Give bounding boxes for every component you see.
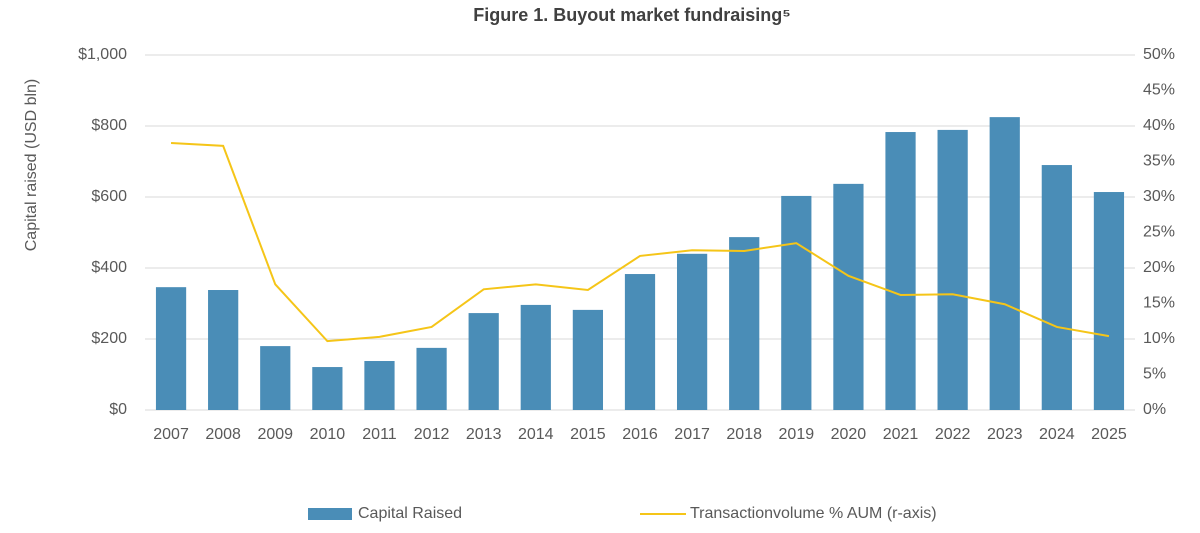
bar (989, 117, 1020, 410)
x-tick-label: 2016 (622, 426, 658, 443)
y2-tick-label: 15% (1143, 295, 1175, 312)
y2-tick-label: 30% (1143, 188, 1175, 205)
y2-tick-label: 50% (1143, 46, 1175, 63)
y-tick-label: $600 (91, 188, 127, 205)
legend-label: Transactionvolume % AUM (r-axis) (690, 505, 937, 522)
x-tick-label: 2010 (310, 426, 346, 443)
x-tick-label: 2015 (570, 426, 606, 443)
y-axis-label: Capital raised (USD bln) (23, 79, 40, 252)
bar (364, 361, 395, 410)
bar (1093, 192, 1125, 410)
x-tick-label: 2020 (831, 426, 867, 443)
x-tick-label: 2022 (935, 426, 971, 443)
y2-tick-label: 35% (1143, 153, 1175, 170)
x-tick-label: 2024 (1039, 426, 1075, 443)
bar (624, 274, 656, 410)
y2-tick-label: 20% (1143, 259, 1175, 276)
bar (468, 313, 499, 410)
bar (312, 367, 343, 410)
chart-title: Figure 1. Buyout market fundraising⁵ (473, 5, 791, 25)
x-tick-label: 2018 (726, 426, 762, 443)
bar (937, 129, 968, 410)
y2-tick-label: 45% (1143, 82, 1175, 99)
y-tick-label: $0 (109, 401, 127, 418)
bar (260, 346, 291, 410)
x-tick-label: 2008 (205, 426, 241, 443)
x-tick-label: 2007 (153, 426, 189, 443)
x-tick-label: 2014 (518, 426, 554, 443)
x-tick-label: 2011 (362, 426, 397, 443)
bar (885, 132, 916, 410)
bar (676, 253, 708, 410)
x-tick-label: 2012 (414, 426, 450, 443)
bar (781, 195, 812, 410)
legend-label: Capital Raised (358, 505, 462, 522)
x-tick-label: 2009 (257, 426, 293, 443)
line (170, 142, 1110, 343)
x-tick-label: 2023 (987, 426, 1023, 443)
x-tick-label: 2021 (883, 426, 919, 443)
x-tick-label: 2017 (674, 426, 710, 443)
legend-swatch (308, 508, 352, 520)
bar (155, 287, 187, 410)
bar (572, 309, 604, 410)
bar (1041, 165, 1072, 410)
y-tick-label: $1,000 (78, 46, 127, 63)
y2-tick-label: 0% (1143, 401, 1166, 418)
y2-tick-label: 25% (1143, 224, 1175, 241)
y2-tick-label: 40% (1143, 117, 1175, 134)
bar (208, 290, 239, 410)
y2-tick-label: 5% (1143, 366, 1166, 383)
bar (833, 183, 864, 410)
x-tick-label: 2025 (1091, 426, 1127, 443)
y2-tick-label: 10% (1143, 330, 1175, 347)
bar (729, 237, 760, 410)
x-tick-label: 2013 (466, 426, 502, 443)
y-tick-label: $400 (91, 259, 127, 276)
y-tick-label: $800 (91, 117, 127, 134)
x-tick-label: 2019 (779, 426, 815, 443)
bar (416, 347, 447, 410)
y-tick-label: $200 (91, 330, 127, 347)
bar (520, 304, 551, 410)
